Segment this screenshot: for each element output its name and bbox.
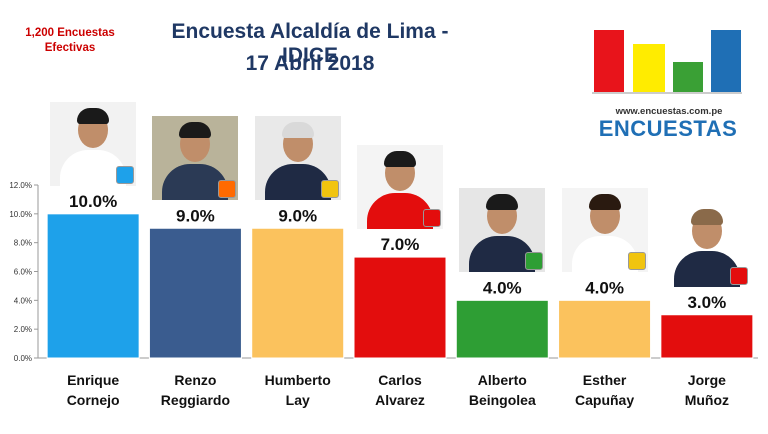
x-category-label: Lay [286, 392, 310, 408]
x-category-label: Enrique [67, 372, 119, 388]
party-logo-icon [320, 180, 339, 199]
person-body-icon [673, 250, 740, 287]
encuestas-logo [592, 30, 742, 94]
person-body-icon [264, 164, 331, 201]
bar-value-label: 9.0% [278, 206, 317, 225]
bar-value-label: 3.0% [687, 293, 726, 312]
x-category-label: Carlos [378, 372, 422, 388]
bar-value-label: 10.0% [69, 192, 117, 211]
logo-bar-yellow [633, 44, 665, 92]
logo-bar-green [673, 62, 703, 92]
x-category-label: Esther [583, 372, 627, 388]
person-hair-icon [486, 194, 519, 211]
y-tick-label: 0.0% [14, 354, 32, 363]
party-logo-icon [218, 180, 237, 199]
y-tick-label: 12.0% [9, 181, 32, 190]
party-logo-icon [423, 209, 441, 228]
bar-7 [660, 314, 754, 359]
chart-title: Encuesta Alcaldía de Lima - IDICE [171, 20, 449, 67]
party-logo-icon [116, 165, 135, 184]
photo-alberto-beingolea [459, 188, 546, 273]
logo-bar-red [594, 30, 624, 92]
sample-size-line2: Efectivas [44, 42, 96, 54]
y-tick-label: 8.0% [14, 239, 32, 248]
x-category-label: Renzo [174, 372, 216, 388]
bar-value-label: 9.0% [176, 206, 215, 225]
photo-jorge-munoz [663, 202, 750, 287]
photo-humberto-lay [254, 116, 341, 201]
person-hair-icon [77, 107, 110, 124]
photo-carlos-alvarez [357, 145, 443, 230]
party-logo-icon [627, 252, 646, 271]
bar-2 [148, 227, 242, 359]
person-hair-icon [384, 151, 416, 168]
y-tick-label: 2.0% [14, 325, 32, 334]
bar-6 [558, 299, 652, 359]
chart-date: 17 Abril 2018 [245, 52, 375, 75]
logo-bar-blue [711, 30, 741, 92]
x-category-label: Muñoz [685, 392, 729, 408]
x-category-label: Humberto [265, 372, 331, 388]
party-logo-icon [525, 252, 544, 271]
bar-value-label: 7.0% [381, 235, 420, 254]
x-category-label: Capuñay [575, 392, 634, 408]
bar-value-label: 4.0% [585, 278, 624, 297]
sample-size-line1: 1,200 Encuestas [25, 27, 115, 39]
bar-value-label: 4.0% [483, 278, 522, 297]
x-category-label: Alvarez [375, 392, 425, 408]
brand-name: ENCUESTAS [598, 116, 738, 141]
sample-size-note: 1,200 Encuestas Efectivas [6, 26, 134, 56]
photo-enrique-cornejo [50, 101, 137, 186]
x-category-label: Cornejo [67, 392, 120, 408]
person-hair-icon [690, 208, 723, 225]
y-tick-label: 6.0% [14, 268, 32, 277]
x-category-label: Reggiardo [161, 392, 230, 408]
person-hair-icon [588, 194, 621, 211]
person-body-icon [162, 164, 229, 201]
party-logo-icon [729, 266, 748, 285]
x-category-label: Beingolea [469, 392, 536, 408]
person-body-icon [367, 193, 433, 230]
bar-3 [251, 227, 345, 359]
bar-1 [46, 213, 140, 359]
person-hair-icon [281, 122, 314, 139]
brand-url: www.encuestas.com.pe [615, 106, 723, 117]
photo-esther-capunay [561, 188, 648, 273]
person-body-icon [469, 236, 536, 273]
person-body-icon [60, 149, 127, 186]
person-body-icon [571, 236, 638, 273]
x-category-label: Alberto [478, 372, 527, 388]
person-hair-icon [179, 122, 212, 139]
bar-4 [353, 256, 447, 359]
photo-renzo-reggiardo [152, 116, 239, 201]
y-tick-label: 10.0% [9, 210, 32, 219]
y-tick-label: 4.0% [14, 296, 32, 305]
x-category-label: Jorge [688, 372, 726, 388]
bar-5 [455, 299, 549, 359]
